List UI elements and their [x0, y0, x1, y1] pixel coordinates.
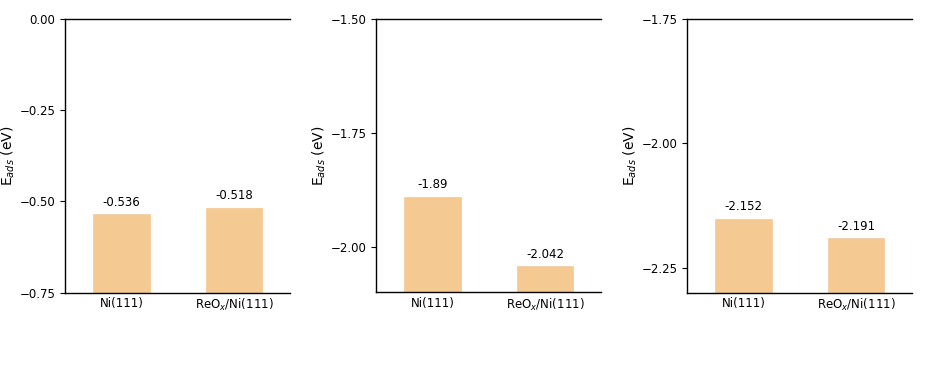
Bar: [206, 208, 263, 292]
Bar: [93, 214, 150, 292]
Y-axis label: E$_{ads}$ (eV): E$_{ads}$ (eV): [0, 125, 17, 186]
Text: -2.152: -2.152: [724, 200, 762, 213]
Bar: [404, 196, 461, 292]
Bar: [715, 219, 772, 292]
Bar: [517, 266, 573, 292]
Text: -2.191: -2.191: [837, 220, 875, 233]
Y-axis label: E$_{ads}$ (eV): E$_{ads}$ (eV): [621, 125, 639, 186]
Text: -1.89: -1.89: [417, 178, 448, 191]
Text: -2.042: -2.042: [526, 248, 564, 261]
Text: -0.518: -0.518: [215, 189, 253, 202]
Bar: [828, 238, 884, 292]
Text: -0.536: -0.536: [102, 196, 141, 209]
Y-axis label: E$_{ads}$ (eV): E$_{ads}$ (eV): [310, 125, 328, 186]
